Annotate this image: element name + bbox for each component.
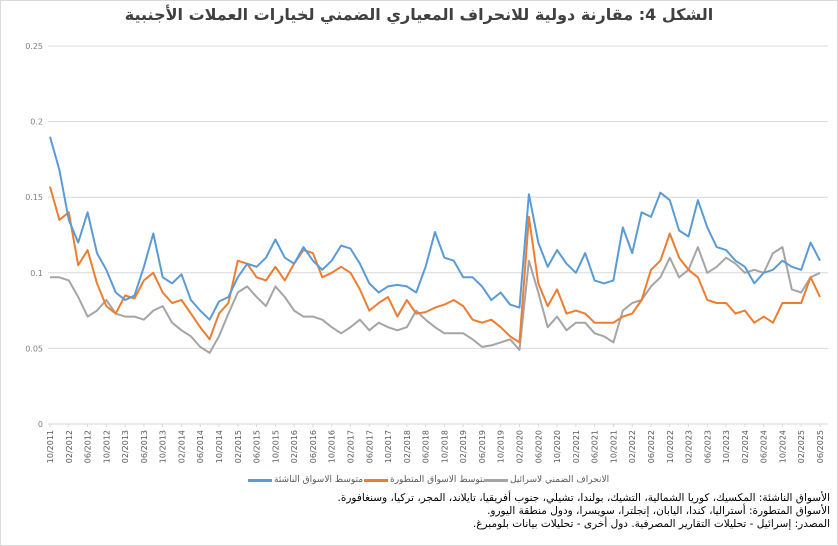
legend-item-developed: متوسط الاسواق المتطورة xyxy=(364,475,488,485)
x-tick-label: 10/2016 xyxy=(328,430,337,463)
x-tick-label: 06/2013 xyxy=(140,430,149,463)
x-tick-label: 02/2021 xyxy=(572,430,581,463)
chart-title: الشكل 4: مقارنة دولية للانحراف المعياري … xyxy=(124,5,714,24)
note-developed-markets: الأسواق المتطورة: أستراليا، كندا، اليابا… xyxy=(487,505,830,517)
x-tick-label: 10/2020 xyxy=(553,430,562,463)
legend: متوسط الاسواق الناشئة متوسط الاسواق المت… xyxy=(0,475,838,491)
x-tick-label: 10/2022 xyxy=(666,430,675,463)
x-tick-label: 02/2015 xyxy=(234,430,243,463)
x-tick-label: 02/2022 xyxy=(628,430,637,463)
note-source: المصدر: إسرائيل - تحليلات التقارير المصر… xyxy=(472,518,830,530)
x-tick-label: 02/2025 xyxy=(797,430,806,463)
x-tick-label: 02/2014 xyxy=(177,430,186,463)
legend-label: متوسط الاسواق المتطورة xyxy=(390,475,488,485)
y-tick-label: 0.1 xyxy=(30,269,43,278)
series-line-emerging xyxy=(49,136,821,321)
x-tick-label: 02/2012 xyxy=(65,430,74,463)
x-tick-label: 10/2015 xyxy=(271,430,280,463)
x-tick-label: 06/2018 xyxy=(422,430,431,463)
x-tick-label: 02/2018 xyxy=(403,430,412,463)
legend-swatch xyxy=(484,478,508,482)
x-tick-label: 10/2012 xyxy=(102,430,111,463)
x-tick-label: 10/2019 xyxy=(497,430,506,463)
x-tick-label: 06/2022 xyxy=(647,430,656,463)
x-tick-label: 06/2014 xyxy=(196,430,205,463)
x-tick-label: 06/2023 xyxy=(703,430,712,463)
y-tick-labels: 0 0.05 0.1 0.15 0.2 0.25 xyxy=(25,42,43,429)
x-tick-label: 10/2021 xyxy=(609,430,618,463)
x-tick-label: 10/2014 xyxy=(215,430,224,463)
series-lines xyxy=(49,136,821,354)
y-tick-label: 0 xyxy=(38,420,43,429)
x-tick-label: 10/2018 xyxy=(440,430,449,463)
x-tick-label: 02/2017 xyxy=(346,430,355,463)
x-tick-label: 10/2024 xyxy=(778,430,787,463)
footnotes: الأسواق الناشئة: المكسيك، كوريا الشمالية… xyxy=(290,492,830,531)
x-tick-label: 10/2017 xyxy=(384,430,393,463)
x-tick-label: 06/2017 xyxy=(365,430,374,463)
x-tick-label: 02/2020 xyxy=(516,430,525,463)
x-tick-label: 02/2016 xyxy=(290,430,299,463)
x-tick-label: 10/2011 xyxy=(46,430,55,463)
x-tick-label: 06/2012 xyxy=(84,430,93,463)
x-tick-label: 06/2019 xyxy=(478,430,487,463)
legend-item-israel: الانحراف الضمني لاسرائيل xyxy=(484,475,609,485)
x-tick-label: 06/2016 xyxy=(309,430,318,463)
x-tick-label: 06/2021 xyxy=(591,430,600,463)
legend-label: متوسط الاسواق الناشئة xyxy=(274,475,364,485)
legend-swatch xyxy=(364,478,388,482)
legend-label: الانحراف الضمني لاسرائيل xyxy=(510,475,610,485)
x-tick-label: 02/2019 xyxy=(459,430,468,463)
legend-item-emerging: متوسط الاسواق الناشئة xyxy=(248,475,363,485)
x-tick-labels: 10/2011 02/2012 06/2012 10/2012 02/2013 06/20… xyxy=(46,430,825,463)
note-emerging-markets: الأسواق الناشئة: المكسيك، كوريا الشمالية… xyxy=(337,492,830,504)
x-tick-label: 02/2023 xyxy=(685,430,694,463)
x-tick-label: 10/2013 xyxy=(159,430,168,463)
x-tick-label: 06/2015 xyxy=(253,430,262,463)
x-tick-label: 06/2025 xyxy=(816,430,825,463)
series-line-developed xyxy=(49,186,821,344)
legend-swatch xyxy=(248,478,272,482)
x-tick-label: 10/2023 xyxy=(722,430,731,463)
x-tick-label: 02/2024 xyxy=(741,430,750,463)
x-tick-label: 06/2020 xyxy=(534,430,543,463)
x-tick-label: 06/2024 xyxy=(760,430,769,463)
series-line-israel xyxy=(50,246,821,354)
x-tick-label: 02/2013 xyxy=(121,430,130,463)
y-tick-label: 0.2 xyxy=(30,118,43,127)
y-tick-label: 0.15 xyxy=(25,193,43,202)
y-tick-label: 0.25 xyxy=(25,42,43,51)
gridlines xyxy=(48,45,828,427)
y-tick-label: 0.05 xyxy=(25,344,43,353)
